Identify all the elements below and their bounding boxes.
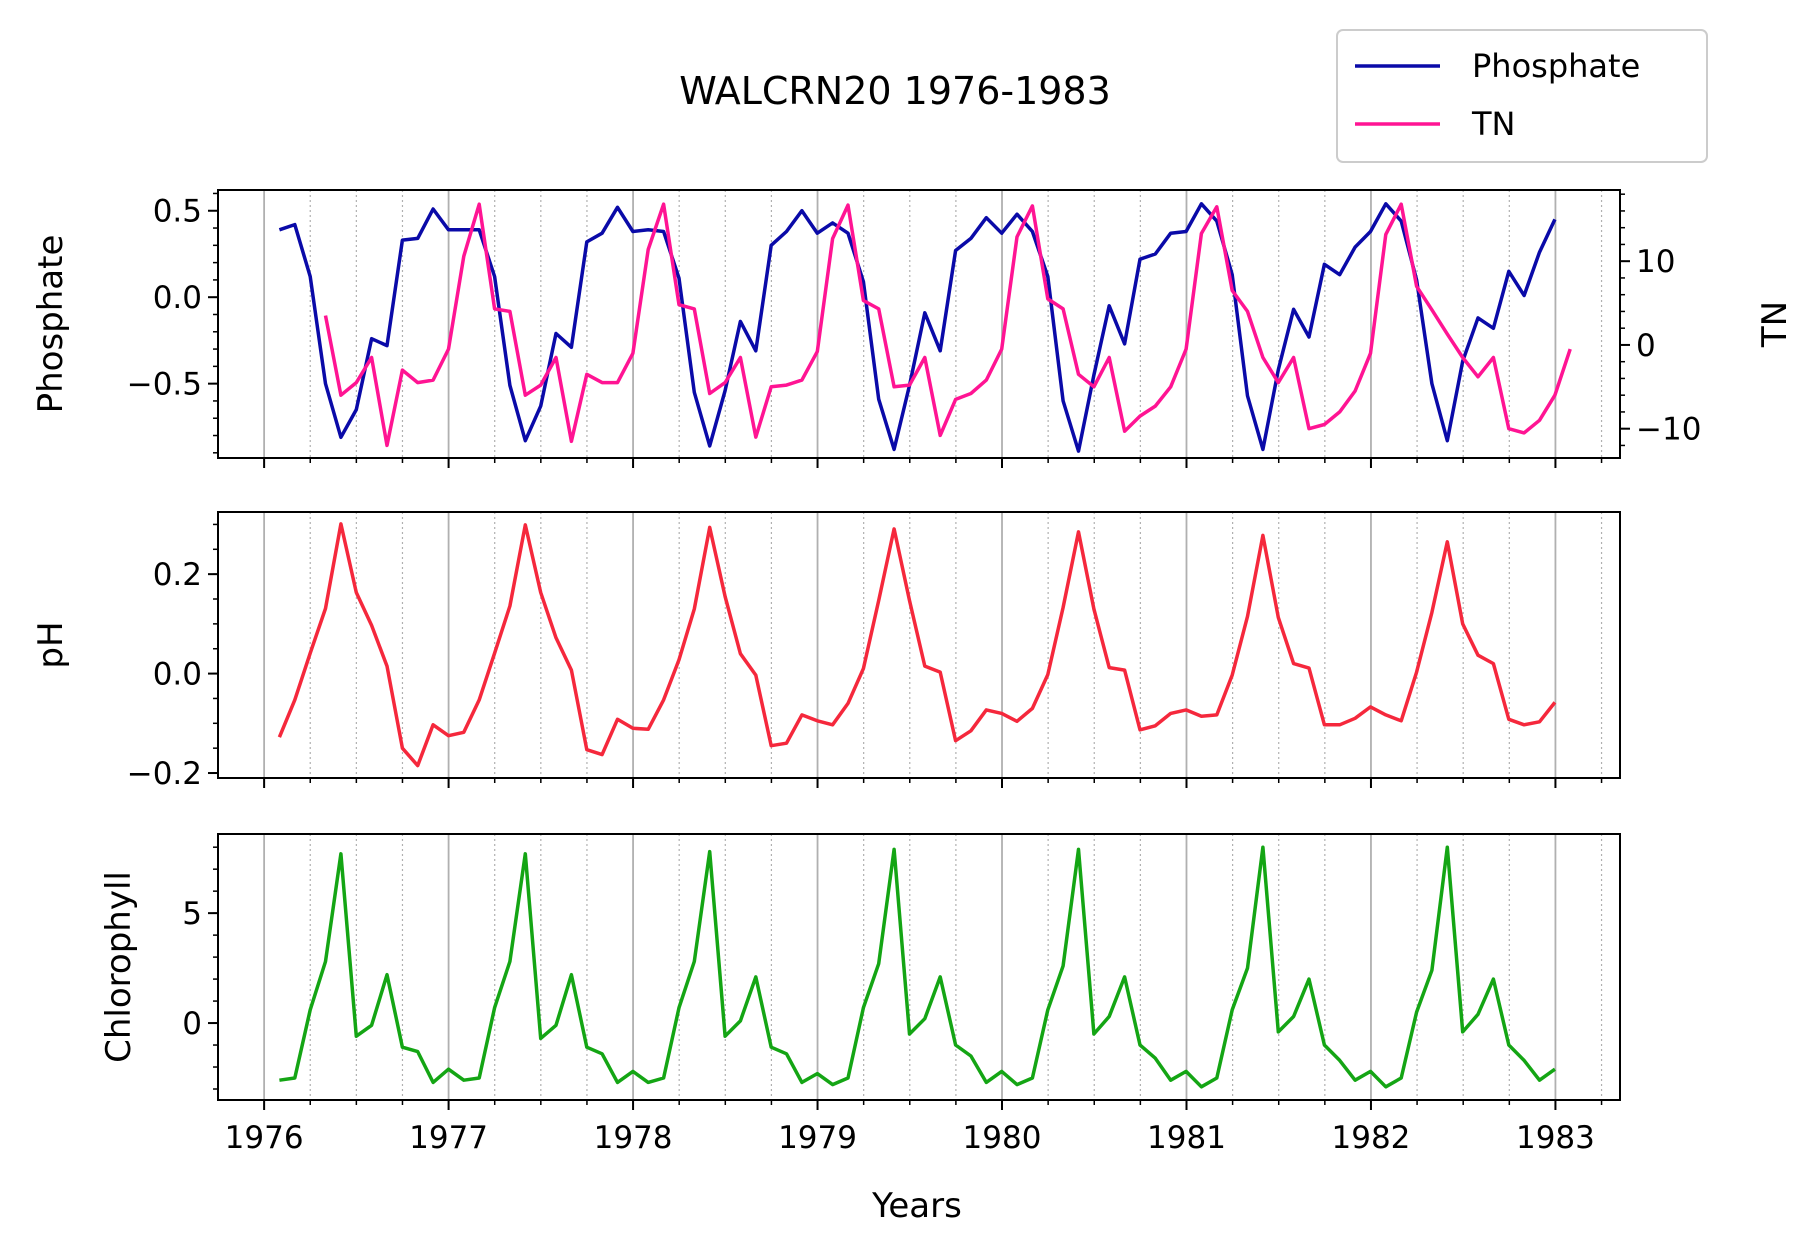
y-tick-label: −0.2 bbox=[127, 756, 202, 792]
y2-tick-label: 0 bbox=[1636, 328, 1656, 364]
series-line-tn bbox=[323, 202, 1572, 448]
x-tick-label: 1979 bbox=[778, 1120, 857, 1156]
ph-panel: 0.2 0.0 −0.2 pH bbox=[31, 511, 1621, 792]
x-tick-label: 1980 bbox=[963, 1120, 1042, 1156]
y2-axis-label: TN bbox=[1755, 301, 1795, 348]
x-tick-label: 1978 bbox=[594, 1120, 673, 1156]
y-tick-label: −0.5 bbox=[127, 367, 202, 403]
x-axis-label: Years bbox=[871, 1186, 962, 1226]
x-tick-label: 1981 bbox=[1147, 1120, 1226, 1156]
y-tick-label: 0.0 bbox=[153, 280, 202, 316]
phosphate-tn-panel: 0.5 0.0 −0.5 10 0 −10 TN Phosphate bbox=[31, 189, 1795, 468]
legend-label-phosphate: Phosphate bbox=[1472, 47, 1640, 85]
chart-title: WALCRN20 1976-1983 bbox=[679, 69, 1111, 113]
series-line-chlorophyll bbox=[279, 845, 1556, 1089]
y-tick-label: 0.5 bbox=[153, 194, 202, 230]
y2-tick-label: −10 bbox=[1636, 412, 1701, 448]
y-axis-label: pH bbox=[31, 621, 71, 668]
x-tick-label: 1982 bbox=[1332, 1120, 1411, 1156]
plot-frame bbox=[217, 511, 1621, 779]
chlorophyll-panel: 5 0 Chlorophyll 1976 1977 1978 1979 1980 1981 198… bbox=[99, 833, 1621, 1156]
y-axis-label: Chlorophyll bbox=[99, 871, 139, 1063]
y-axis-label: Phosphate bbox=[31, 235, 71, 414]
legend-label-tn: TN bbox=[1471, 105, 1515, 143]
y-tick-label: 0.0 bbox=[153, 657, 202, 693]
plot-frame bbox=[217, 833, 1621, 1101]
legend-box bbox=[1336, 29, 1708, 163]
legend: Phosphate TN bbox=[1336, 29, 1708, 163]
x-tick-label: 1977 bbox=[409, 1120, 488, 1156]
y2-tick-label: 10 bbox=[1636, 244, 1675, 280]
plot-frame bbox=[217, 189, 1621, 459]
y-tick-label: 0 bbox=[182, 1006, 202, 1042]
x-tick-label: 1976 bbox=[225, 1120, 304, 1156]
x-tick-label: 1983 bbox=[1516, 1120, 1595, 1156]
y-tick-label: 5 bbox=[182, 896, 202, 932]
series-line-phosphate bbox=[278, 202, 1557, 453]
series-line-ph bbox=[277, 522, 1557, 768]
y-tick-label: 0.2 bbox=[153, 557, 202, 593]
